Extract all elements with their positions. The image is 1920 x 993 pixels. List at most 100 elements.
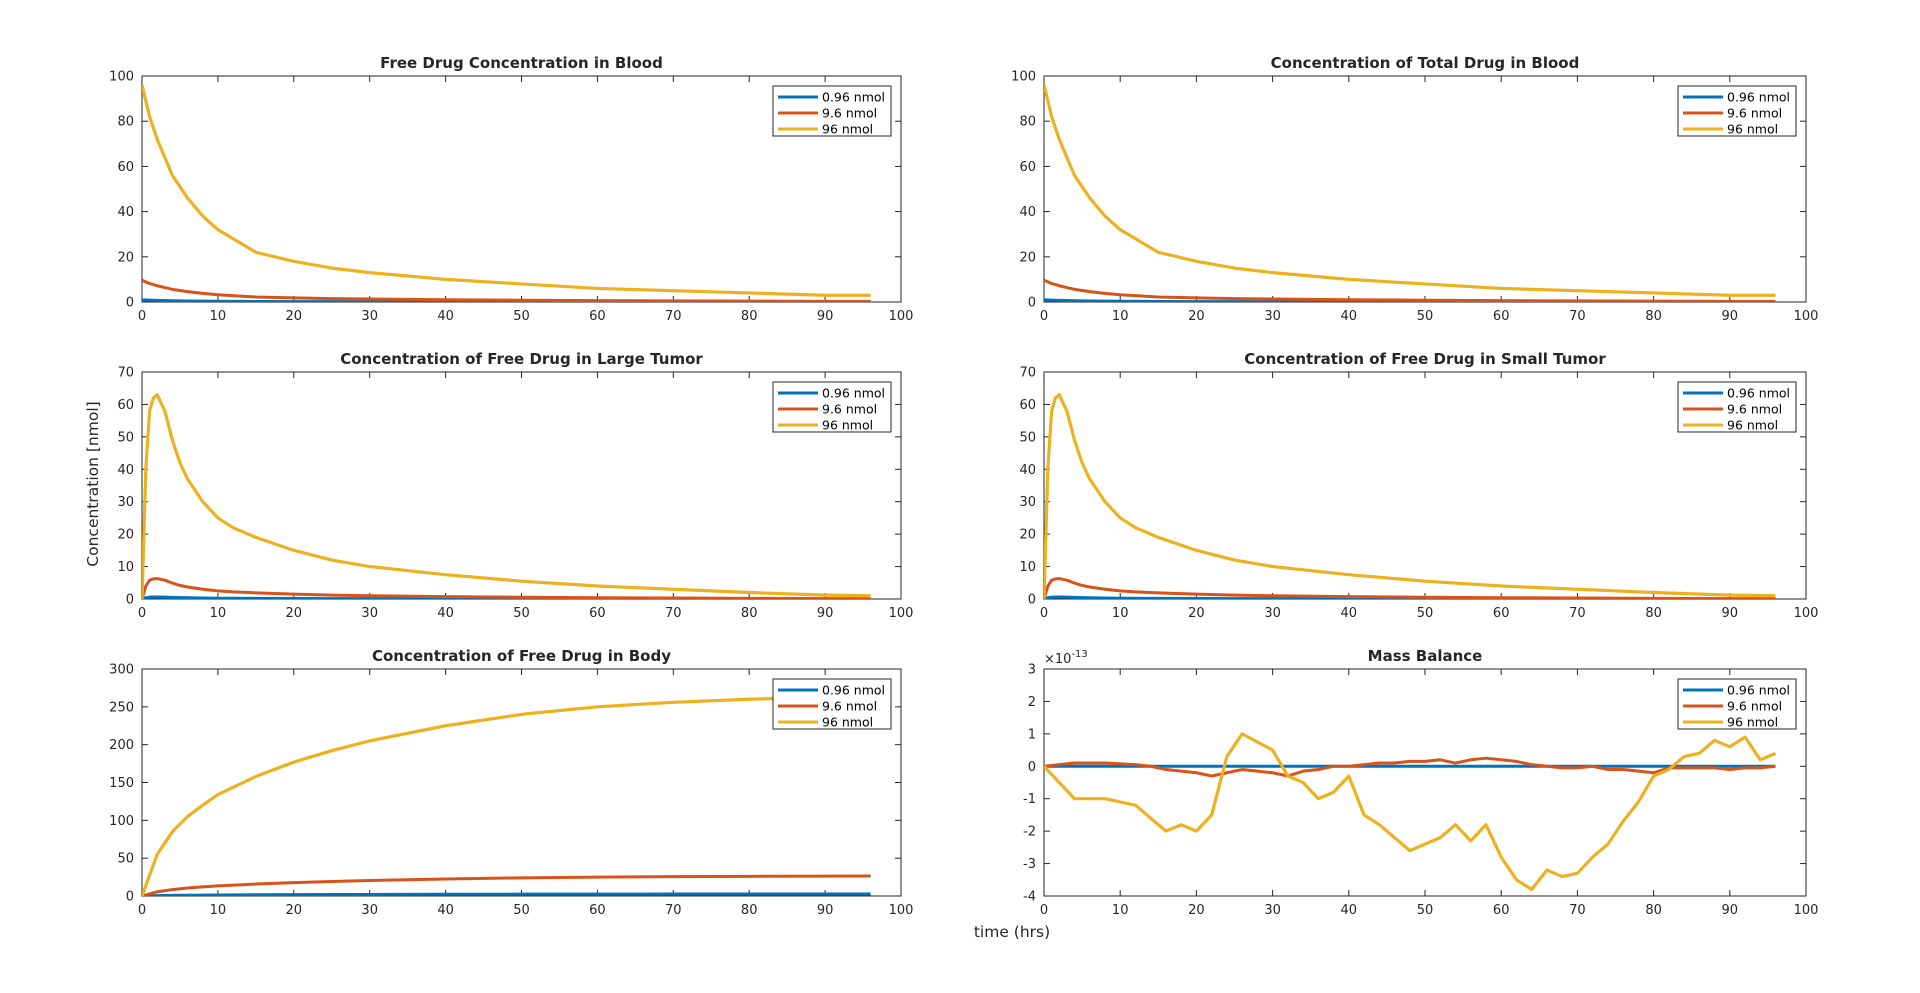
x-tick-label: 40 <box>437 606 454 621</box>
x-tick-label: 20 <box>286 903 303 918</box>
y-tick-label: 0 <box>1028 593 1036 608</box>
x-tick-label: 70 <box>665 903 682 918</box>
x-tick-label: 80 <box>1645 309 1662 324</box>
legend-label: 96 nmol <box>822 122 873 137</box>
y-tick-label: -2 <box>1023 825 1036 840</box>
chart-panel-3: 0 10 20 30 40 50 60 70 80 90 100 0 10 20 30 40 50 60 70 Con… <box>117 350 913 621</box>
legend-label: 0.96 nmol <box>1727 386 1790 401</box>
y-tick-label: 30 <box>1019 495 1036 510</box>
y-tick-label: 0 <box>126 890 134 905</box>
x-tick-label: 0 <box>1040 309 1048 324</box>
y-tick-label: -3 <box>1023 857 1036 872</box>
axis-exponent: ×10-13 <box>1044 649 1088 667</box>
y-tick-label: 20 <box>117 250 134 265</box>
x-tick-label: 90 <box>1722 606 1739 621</box>
legend-label: 96 nmol <box>1727 715 1778 730</box>
chart-panel-4: 0 10 20 30 40 50 60 70 80 90 100 0 10 20 30 40 50 60 70 Con… <box>1019 350 1818 621</box>
series-line <box>142 278 871 302</box>
legend-label: 0.96 nmol <box>822 683 885 698</box>
x-tick-label: 40 <box>1341 606 1358 621</box>
x-tick-label: 100 <box>889 606 914 621</box>
chart-panel-6: 0 10 20 30 40 50 60 70 80 90 100 -4 -3 -2 -1 0 1 2 3 Mass B… <box>1023 647 1818 918</box>
y-tick-label: 60 <box>1019 160 1036 175</box>
x-tick-label: 80 <box>741 606 758 621</box>
x-tick-label: 0 <box>138 606 146 621</box>
x-axis-label: time (hrs) <box>974 923 1050 941</box>
x-tick-label: 90 <box>817 606 834 621</box>
chart-title: Free Drug Concentration in Blood <box>380 54 663 72</box>
y-tick-label: 30 <box>117 495 134 510</box>
x-tick-label: 70 <box>1569 606 1586 621</box>
legend-label: 0.96 nmol <box>1727 90 1790 105</box>
series-line <box>142 694 871 896</box>
y-tick-label: 40 <box>1019 205 1036 220</box>
y-tick-label: 100 <box>109 814 134 829</box>
y-tick-label: 40 <box>117 205 134 220</box>
x-tick-label: 50 <box>513 903 530 918</box>
x-tick-label: 70 <box>1569 309 1586 324</box>
x-tick-label: 70 <box>1569 903 1586 918</box>
y-tick-label: 300 <box>109 663 134 678</box>
x-tick-label: 20 <box>286 309 303 324</box>
y-tick-label: 3 <box>1028 663 1036 678</box>
x-tick-label: 100 <box>1794 309 1819 324</box>
series-line <box>1044 732 1777 892</box>
x-tick-label: 100 <box>1794 903 1819 918</box>
legend-label: 0.96 nmol <box>1727 683 1790 698</box>
y-tick-label: 250 <box>109 700 134 715</box>
x-tick-label: 20 <box>1188 606 1205 621</box>
x-tick-label: 30 <box>1264 309 1281 324</box>
x-tick-label: 30 <box>361 606 378 621</box>
legend-label: 9.6 nmol <box>1727 106 1782 121</box>
x-tick-label: 60 <box>1493 903 1510 918</box>
x-tick-label: 10 <box>1112 903 1129 918</box>
chart-title: Concentration of Free Drug in Body <box>372 647 671 665</box>
y-tick-label: 60 <box>1019 398 1036 413</box>
chart-panel-1: 0 10 20 30 40 50 60 70 80 90 100 0 20 40 60 80 100 Free D… <box>109 54 913 324</box>
chart-title: Concentration of Free Drug in Large Tumo… <box>340 350 703 368</box>
x-tick-label: 0 <box>138 309 146 324</box>
y-axis-label: Concentration [nmol] <box>84 401 102 566</box>
x-tick-label: 30 <box>361 903 378 918</box>
y-tick-label: 20 <box>117 528 134 543</box>
x-tick-label: 0 <box>1040 606 1048 621</box>
y-tick-label: 40 <box>117 463 134 478</box>
y-tick-label: 0 <box>126 593 134 608</box>
x-tick-label: 60 <box>1493 606 1510 621</box>
legend-label: 0.96 nmol <box>822 386 885 401</box>
legend-label: 9.6 nmol <box>822 402 877 417</box>
x-tick-label: 10 <box>1112 606 1129 621</box>
y-tick-label: 80 <box>1019 115 1036 130</box>
y-tick-label: 0 <box>1028 760 1036 775</box>
y-tick-label: 10 <box>1019 560 1036 575</box>
y-tick-label: 70 <box>1019 366 1036 381</box>
legend-label: 96 nmol <box>822 418 873 433</box>
x-tick-label: 90 <box>817 903 834 918</box>
x-tick-label: 10 <box>210 606 227 621</box>
x-tick-label: 50 <box>1417 903 1434 918</box>
y-tick-label: 60 <box>117 160 134 175</box>
x-tick-label: 0 <box>138 903 146 918</box>
legend-label: 96 nmol <box>1727 418 1778 433</box>
x-tick-label: 30 <box>1264 903 1281 918</box>
x-tick-label: 80 <box>741 903 758 918</box>
chart-panel-5: 0 10 20 30 40 50 60 70 80 90 100 0 50 100 150 200 250 300… <box>109 647 913 918</box>
x-tick-label: 50 <box>513 309 530 324</box>
x-tick-label: 10 <box>1112 309 1129 324</box>
y-tick-label: -1 <box>1023 792 1036 807</box>
x-tick-label: 60 <box>589 309 606 324</box>
x-tick-label: 60 <box>1493 309 1510 324</box>
y-tick-label: 50 <box>117 430 134 445</box>
series-line <box>1044 84 1776 297</box>
x-tick-label: 30 <box>1264 606 1281 621</box>
x-tick-label: 40 <box>1341 903 1358 918</box>
x-tick-label: 50 <box>513 606 530 621</box>
x-tick-label: 20 <box>1188 903 1205 918</box>
y-tick-label: 50 <box>1019 430 1036 445</box>
y-tick-label: 150 <box>109 776 134 791</box>
y-tick-label: 60 <box>117 398 134 413</box>
x-tick-label: 50 <box>1417 309 1434 324</box>
y-tick-label: 200 <box>109 738 134 753</box>
series-line <box>142 84 871 297</box>
x-tick-label: 50 <box>1417 606 1434 621</box>
